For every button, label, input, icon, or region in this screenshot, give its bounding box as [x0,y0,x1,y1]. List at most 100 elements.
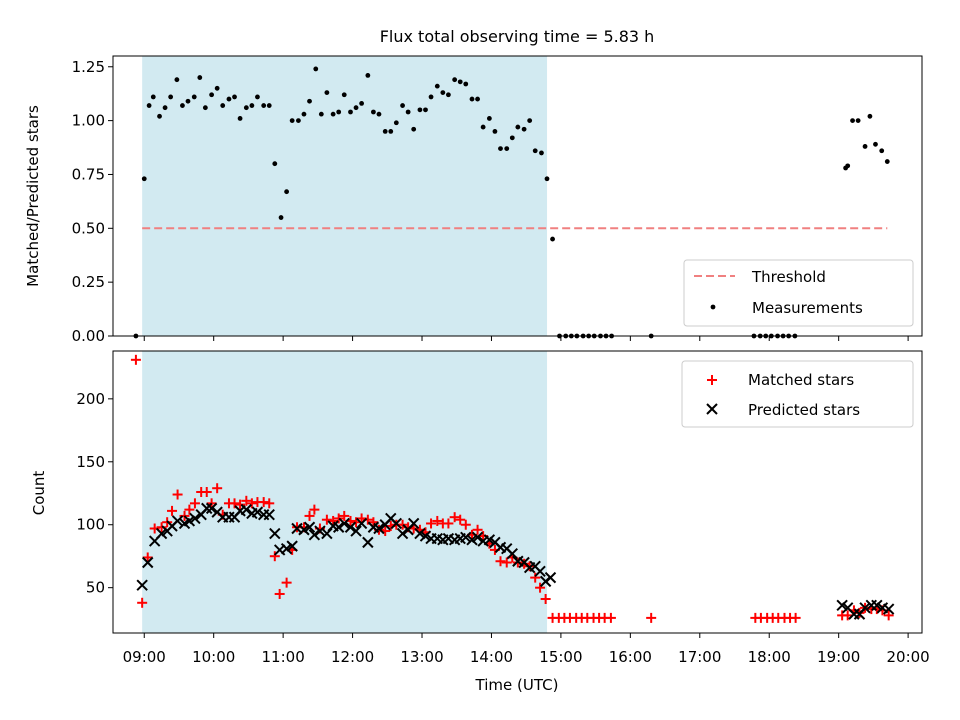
predicted-star-point [136,579,148,591]
matched-star-point [149,523,160,534]
y-tick-label: 0.25 [72,273,105,291]
x-tick-label: 13:00 [400,648,443,666]
bottom-plot-frame [112,350,923,634]
measurement-point [440,90,446,96]
measurement-point [855,118,861,124]
x-axis-label: Time (UTC) [475,676,559,694]
measurement-point [376,111,382,117]
measurement-point [168,94,174,100]
measurement-point [393,120,399,126]
measurement-point [873,141,878,147]
measurement-point [146,103,152,108]
measurement-point [289,118,295,124]
predicted-star-point [390,517,403,530]
x-tick-label: 19:00 [817,648,860,666]
measurement-point [243,105,249,111]
matched-star-point [646,612,657,623]
measurement-point [411,126,417,132]
predicted-star-point [373,522,385,535]
measurement-point [527,118,533,124]
y-tick-label: 0.00 [72,327,105,345]
matched-star-point [455,514,466,525]
x-tick-label: 11:00 [262,648,305,666]
legend-predicted-label: Predicted stars [748,401,860,419]
measurement-point [498,146,503,152]
predicted-star-point [471,531,484,544]
measurement-point [423,107,428,113]
matched-star-point [535,582,546,593]
y-tick-label: 100 [76,516,105,534]
measurement-point [509,135,515,141]
measurement-point [532,148,538,154]
chart-title: Flux total observing time = 5.83 h [380,27,655,46]
y-tick-label: 1.25 [72,58,105,76]
legend-matched-swatch [707,375,717,385]
x-tick-label: 09:00 [123,648,166,666]
matched-star-point [328,515,339,526]
measurement-point [504,146,510,152]
measurement-point [336,109,342,115]
measurement-point [209,92,215,98]
measurement-point [226,96,232,102]
predicted-star-point [355,517,368,530]
matched-star-point [142,552,153,563]
measurement-point [353,105,359,111]
measurement-point [480,124,486,130]
predicted-star-point [263,508,275,521]
measurement-point [862,144,868,149]
measurement-point [278,215,284,220]
predicted-star-point [286,540,298,552]
predicted-star-point [859,602,871,614]
matched-star-point [368,517,379,528]
matched-star-point [281,577,292,588]
measurement-point [174,77,180,83]
y-tick-label: 0.50 [72,219,105,237]
measurement-point [539,150,544,156]
measurement-point [220,103,226,108]
matched-star-point [201,487,212,497]
measurement-point [157,113,162,119]
predicted-star-point [308,529,321,541]
matched-star-point [258,497,269,508]
matched-star-point [321,514,332,525]
measurement-point [457,79,463,85]
matched-star-point [426,518,437,529]
measurement-point [348,109,353,115]
matched-star-point [241,495,252,506]
measurement-point [141,176,147,182]
matched-star-point [397,519,408,530]
measurement-point [180,103,185,108]
matched-star-point [212,483,223,494]
measurement-point [185,98,191,104]
matched-star-point [540,594,551,605]
legend-measurements-swatch [710,304,716,310]
legend-matched-label: Matched stars [748,371,854,389]
predicted-star-point [314,525,326,537]
measurement-point [313,66,319,72]
predicted-star-point [350,525,362,537]
top-panel: 0.00 0.25 0.50 0.75 1.00 1.25 Matched/Predict… [24,55,923,345]
measurement-point [550,236,555,242]
measurement-point [515,124,521,130]
measurement-point [191,94,197,100]
y-tick-label: 150 [76,453,105,471]
predicted-star-point [460,531,472,544]
measurement-point [400,103,405,108]
measurement-point [446,92,451,98]
measurement-point [150,94,156,100]
bottom-y-axis-ticks: 50 100 150 200 [76,390,113,597]
legend-predicted-swatch [706,403,718,415]
matched-star-point [432,515,443,526]
measurement-point [434,83,440,89]
matched-star-point [309,504,320,515]
measurement-point [197,75,203,80]
measurement-point [214,85,220,91]
matched-star-point [530,572,541,583]
top-plot-frame [112,55,923,337]
measurement-point [492,128,498,134]
bottom-panel: 50 100 150 200 09:00 10:00 11:00 12:00 13:00 14:… [30,350,930,694]
y-tick-label: 200 [76,390,105,408]
predicted-star-point [142,556,154,569]
predicted-star-point [201,502,213,515]
